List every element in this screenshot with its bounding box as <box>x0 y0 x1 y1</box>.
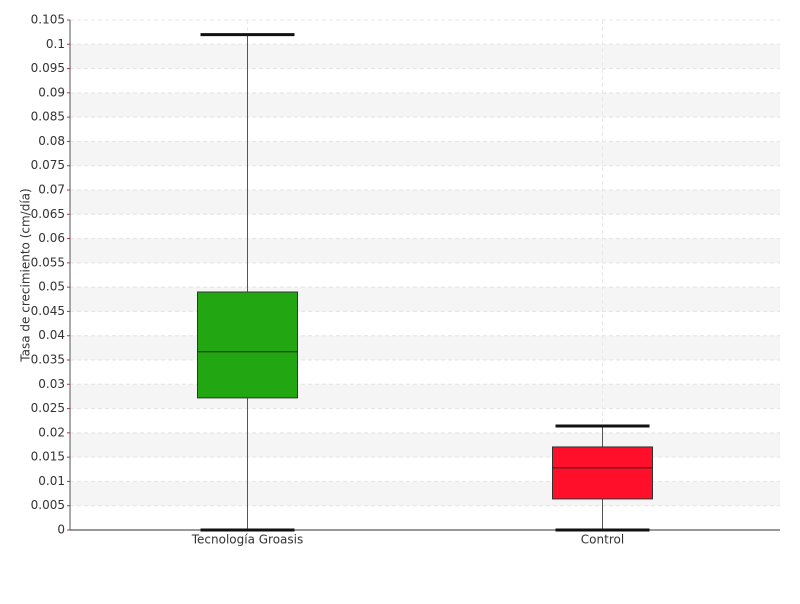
grid-band <box>70 44 780 69</box>
y-tick-label: 0.05 <box>38 280 65 294</box>
y-tick-label: 0.025 <box>31 401 65 415</box>
grid-band <box>70 432 780 458</box>
y-tick-label: 0.085 <box>31 110 65 124</box>
y-tick-label: 0.045 <box>31 304 65 318</box>
y-tick-label: 0.08 <box>38 134 65 148</box>
y-tick-label: 0.04 <box>38 328 65 342</box>
y-tick-label: 0.1 <box>46 37 65 51</box>
y-tick-label: 0.105 <box>31 13 65 27</box>
y-tick-label: 0.005 <box>31 498 65 512</box>
y-tick-label: 0.055 <box>31 255 65 269</box>
grid-band <box>70 141 780 166</box>
grid-band <box>70 384 780 409</box>
y-tick-label: 0.06 <box>38 231 65 245</box>
grid-band <box>70 335 780 360</box>
y-tick-label: 0.015 <box>31 450 65 464</box>
y-tick-label: 0.01 <box>38 474 65 488</box>
grid-band <box>70 190 780 215</box>
y-tick-label: 0.03 <box>38 377 65 391</box>
y-axis-label: Tasa de crecimiento (cm/día) <box>19 188 33 362</box>
y-tick-label: 0.075 <box>31 158 65 172</box>
y-tick-label: 0 <box>57 523 65 537</box>
box <box>197 291 298 399</box>
grid-band <box>70 238 780 263</box>
y-tick-label: 0.065 <box>31 207 65 221</box>
y-tick-label: 0.09 <box>38 85 65 99</box>
y-tick-label: 0.095 <box>31 61 65 75</box>
grid-band <box>70 481 780 506</box>
grid-band <box>70 92 780 118</box>
y-tick-label: 0.02 <box>38 425 65 439</box>
grid-band <box>70 287 780 312</box>
box <box>552 446 653 500</box>
y-tick-label: 0.035 <box>31 353 65 367</box>
y-tick-label: 0.07 <box>38 183 65 197</box>
x-tick-label: Control <box>581 533 624 547</box>
x-tick-label: Tecnología Groasis <box>191 533 304 547</box>
